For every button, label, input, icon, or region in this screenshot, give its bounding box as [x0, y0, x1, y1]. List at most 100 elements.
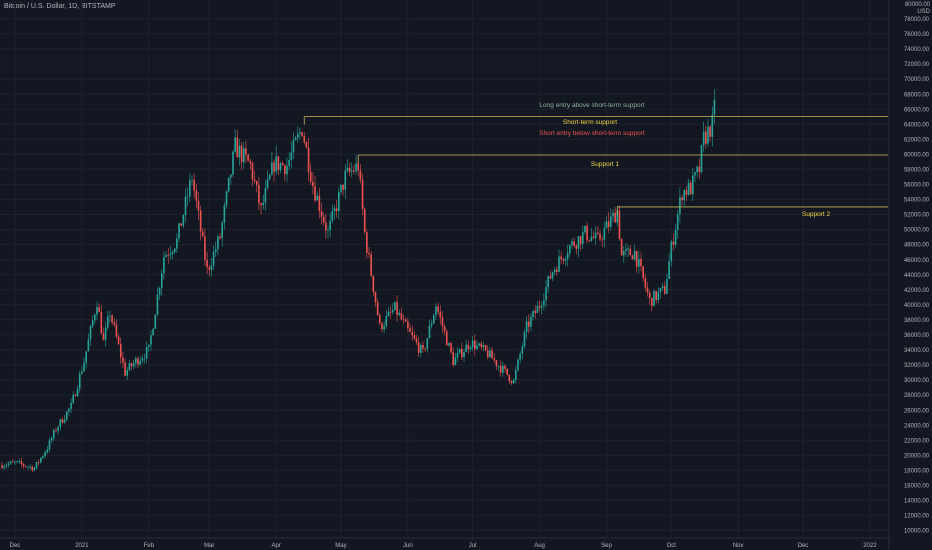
candle-body — [357, 163, 360, 171]
candle-body — [262, 202, 265, 206]
candle-body — [437, 306, 439, 312]
price-axis[interactable]: 10000.00 12000.00 14000.00 16000.00 18000.00… — [888, 0, 930, 550]
candle-body — [31, 466, 34, 471]
candle-body — [37, 462, 40, 463]
candle-body — [20, 461, 23, 465]
candle-body — [329, 220, 331, 231]
candle-body — [135, 358, 137, 364]
candle-body — [411, 331, 413, 336]
candle-body — [530, 317, 532, 327]
candle-body — [325, 222, 327, 231]
candle-body — [443, 326, 446, 332]
price-tick-label: 54000.00 — [904, 198, 930, 204]
candle-body — [571, 241, 573, 246]
candle-body — [143, 358, 146, 360]
candle-body — [536, 305, 539, 314]
price-unit-label: 80000.00 USD — [905, 2, 930, 16]
candle-body — [394, 301, 396, 311]
candle-body — [91, 320, 94, 327]
candle-body — [5, 465, 8, 467]
candle-body — [445, 331, 448, 346]
candle-body — [87, 339, 90, 352]
candle-body — [484, 345, 487, 351]
candle-body — [100, 311, 103, 334]
candle-body — [525, 321, 528, 333]
candle-body — [448, 343, 450, 346]
candle-body — [461, 348, 463, 358]
candle-body — [74, 395, 77, 396]
candle-body — [610, 216, 612, 227]
candle-body — [171, 251, 174, 254]
candle-body — [160, 273, 163, 289]
candle-body — [221, 222, 224, 239]
candle-body — [581, 232, 584, 244]
short-term-support-label: Short-term support — [563, 119, 617, 126]
candle-body — [249, 160, 252, 164]
candle-body — [389, 311, 392, 313]
candle-body — [268, 174, 271, 180]
time-tick-label: Nov — [733, 543, 744, 549]
price-tick-label: 72000.00 — [904, 62, 930, 68]
time-tick-label: May — [335, 543, 346, 549]
candle-body — [119, 344, 122, 358]
candle-body — [18, 461, 21, 463]
long-entry-label: Long entry above short-term support — [539, 102, 644, 109]
time-axis[interactable]: Dec 2021 Feb Mar Apr May Jun Jul Aug Sep Oct Nov Dec… — [0, 537, 889, 549]
candle-body — [199, 210, 202, 232]
price-tick-label: 34000.00 — [904, 348, 930, 354]
candle-body — [350, 170, 353, 172]
candle-body — [307, 147, 310, 172]
candle-body — [430, 323, 433, 326]
candle-body — [104, 327, 107, 341]
candle-body — [191, 179, 193, 181]
candle-body — [335, 208, 338, 212]
candle-body — [130, 363, 133, 367]
price-axis-top-value: 80000.00 — [904, 2, 930, 8]
time-tick-label: Apr — [272, 543, 281, 549]
candle-body — [184, 196, 187, 215]
candle-body — [370, 254, 372, 276]
symbol-title: Bitcoin / U.S. Dollar, 1D, BITSTAMP — [4, 3, 116, 10]
candle-body — [441, 317, 444, 327]
candle-body — [534, 310, 537, 314]
price-tick-label: 58000.00 — [904, 168, 930, 174]
candle-body — [197, 200, 200, 211]
price-tick-label: 52000.00 — [904, 213, 930, 219]
price-tick-label: 60000.00 — [904, 152, 930, 158]
candle-body — [545, 287, 547, 301]
candle-body — [219, 236, 221, 239]
candle-body — [96, 307, 98, 315]
candle-body — [363, 208, 366, 233]
candle-body — [523, 332, 526, 347]
candle-body — [288, 159, 290, 167]
candle-body — [46, 449, 49, 453]
time-tick-label: Feb — [144, 543, 155, 549]
candle-body — [584, 225, 586, 233]
candle-body — [532, 310, 534, 318]
candle-body — [603, 228, 606, 240]
candle-body — [368, 252, 370, 255]
candle-body — [348, 167, 351, 172]
candle-body — [504, 365, 506, 369]
candle-body — [458, 348, 461, 353]
candle-body — [465, 344, 467, 352]
time-tick-label: Dec — [798, 543, 809, 549]
candle-body — [696, 166, 698, 173]
candle-body — [426, 338, 429, 350]
grid-layer — [0, 0, 888, 538]
candle-body — [83, 362, 85, 372]
candle-body — [672, 241, 675, 245]
candle-body — [625, 248, 627, 251]
candle-body — [238, 145, 241, 158]
price-tick-label: 28000.00 — [904, 393, 930, 399]
candle-body — [27, 466, 29, 468]
candle-body — [271, 162, 273, 175]
candle-body — [57, 427, 59, 431]
candle-body — [195, 190, 198, 201]
candle-body — [212, 251, 215, 266]
price-tick-label: 44000.00 — [904, 273, 930, 279]
candle-body — [253, 179, 256, 182]
candle-body — [337, 192, 340, 212]
candle-body — [275, 156, 277, 172]
